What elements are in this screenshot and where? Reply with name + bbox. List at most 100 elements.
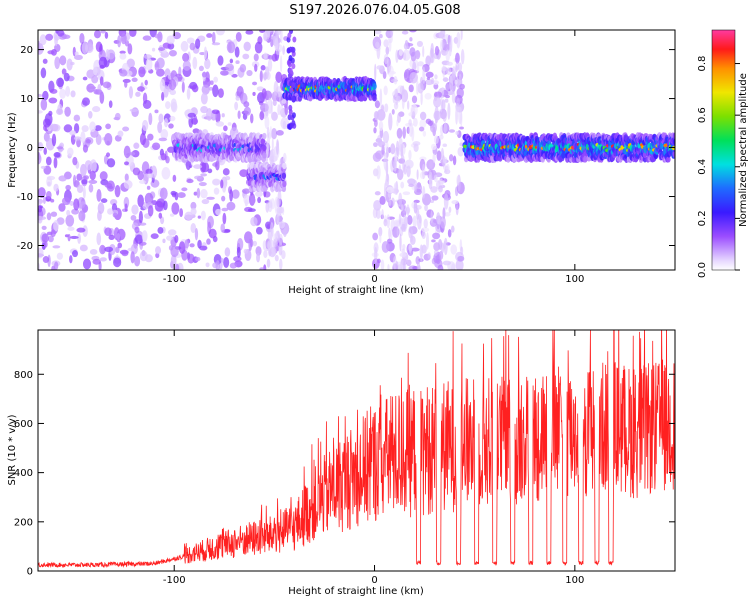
spectral-cell: [143, 54, 152, 60]
spectral-cell: [129, 30, 137, 37]
spectral-cell: [440, 242, 445, 254]
spectral-cell: [397, 264, 402, 270]
spectral-cell: [212, 178, 221, 186]
spectral-cell: [159, 187, 168, 200]
spectral-cell: [193, 164, 203, 169]
spectral-cell: [220, 223, 225, 233]
spectral-cell: [450, 225, 455, 233]
spectral-cell: [137, 194, 144, 208]
spectral-cell: [154, 200, 164, 212]
spectral-cell: [256, 252, 261, 263]
spectral-cell: [56, 77, 65, 88]
spectral-cell: [278, 214, 283, 228]
spectral-cell: [291, 63, 296, 70]
spectral-cell: [271, 53, 278, 62]
spectral-cell: [373, 119, 378, 127]
spectral-cell: [431, 239, 436, 243]
spectral-cell: [53, 156, 58, 169]
spectral-cell: [38, 110, 43, 114]
spectral-cell: [264, 115, 270, 130]
spectral-cell: [70, 134, 76, 145]
spectral-cell: [449, 75, 453, 92]
spectral-cell: [115, 246, 120, 254]
spectral-cell: [261, 88, 267, 99]
spectral-cell: [145, 168, 153, 174]
spectral-cell: [229, 58, 234, 64]
spectral-cell: [74, 54, 83, 60]
spectral-cell: [457, 255, 465, 262]
spectral-cell: [413, 180, 418, 193]
spectral-cell: [455, 131, 459, 136]
spectral-cell: [447, 228, 452, 238]
spectral-cell: [51, 133, 57, 147]
spectral-cell: [215, 121, 225, 127]
spectral-cell: [50, 229, 56, 238]
spectral-cell: [411, 95, 418, 104]
spectral-cell: [154, 33, 162, 39]
spectral-cell: [144, 192, 154, 205]
spectral-cell: [213, 76, 219, 83]
spectral-cell: [263, 250, 268, 258]
spectral-cell: [431, 77, 435, 85]
spectral-cell: [172, 32, 182, 40]
spectrogram-y-label: Frequency (Hz): [7, 112, 18, 188]
spectral-cell: [92, 258, 101, 265]
spectral-cell: [95, 89, 103, 95]
spectral-cell: [146, 185, 151, 190]
spectral-cell: [135, 91, 141, 97]
spectral-cell: [208, 228, 217, 239]
spectral-cell: [402, 191, 411, 196]
spectral-cell: [408, 244, 413, 252]
spectral-cell: [288, 54, 293, 61]
spectral-cell: [49, 123, 59, 132]
spectral-cell: [40, 98, 48, 111]
spectral-cell: [56, 108, 64, 116]
spectral-cell: [194, 38, 201, 49]
spectral-cell: [419, 111, 427, 121]
spectral-cell: [383, 53, 389, 65]
spectral-cell: [211, 31, 216, 44]
spectral-cell: [76, 138, 81, 148]
spectral-cell: [41, 233, 50, 243]
spectral-cell: [388, 38, 392, 52]
spectral-cell: [262, 240, 267, 251]
spectral-cell: [430, 186, 438, 193]
spectral-cell: [154, 61, 160, 72]
spectral-cell: [177, 192, 186, 199]
spectral-cell: [105, 48, 110, 61]
spectral-cell: [64, 106, 71, 117]
spectral-cell: [275, 130, 284, 136]
spectral-cell: [239, 64, 247, 73]
spectral-cell: [420, 91, 423, 106]
spectral-cell: [44, 113, 53, 126]
spectral-cell: [411, 111, 416, 120]
spectral-cell: [77, 233, 81, 244]
spectral-cell: [82, 76, 88, 81]
spectral-cell: [267, 58, 273, 72]
spectral-cell: [100, 198, 108, 204]
spectral-cell: [98, 56, 108, 69]
spectral-cell: [76, 173, 83, 181]
snr-y-tick-label: 800: [14, 370, 33, 381]
spectral-cell: [168, 49, 177, 57]
spectral-cell: [270, 239, 274, 253]
spectral-cell: [246, 69, 253, 77]
spectral-cell: [190, 222, 197, 234]
spectral-cell: [383, 153, 388, 171]
spectral-cell: [67, 147, 74, 157]
spectral-cell: [65, 184, 72, 191]
spectral-cell: [88, 183, 94, 193]
snr-x-tick-label: -100: [163, 575, 186, 586]
spectral-cell: [215, 208, 222, 216]
spectral-cell: [444, 123, 449, 132]
spectral-cell: [414, 49, 421, 60]
spectral-cell: [190, 201, 197, 210]
spectral-cell: [421, 231, 426, 240]
spectral-cell: [243, 101, 250, 108]
spectral-cell: [281, 185, 287, 193]
spectral-cell: [266, 126, 270, 139]
spectral-cell: [243, 106, 251, 116]
spectral-cell: [119, 50, 126, 54]
spectral-cell: [273, 233, 277, 243]
spectral-cell: [169, 115, 176, 122]
